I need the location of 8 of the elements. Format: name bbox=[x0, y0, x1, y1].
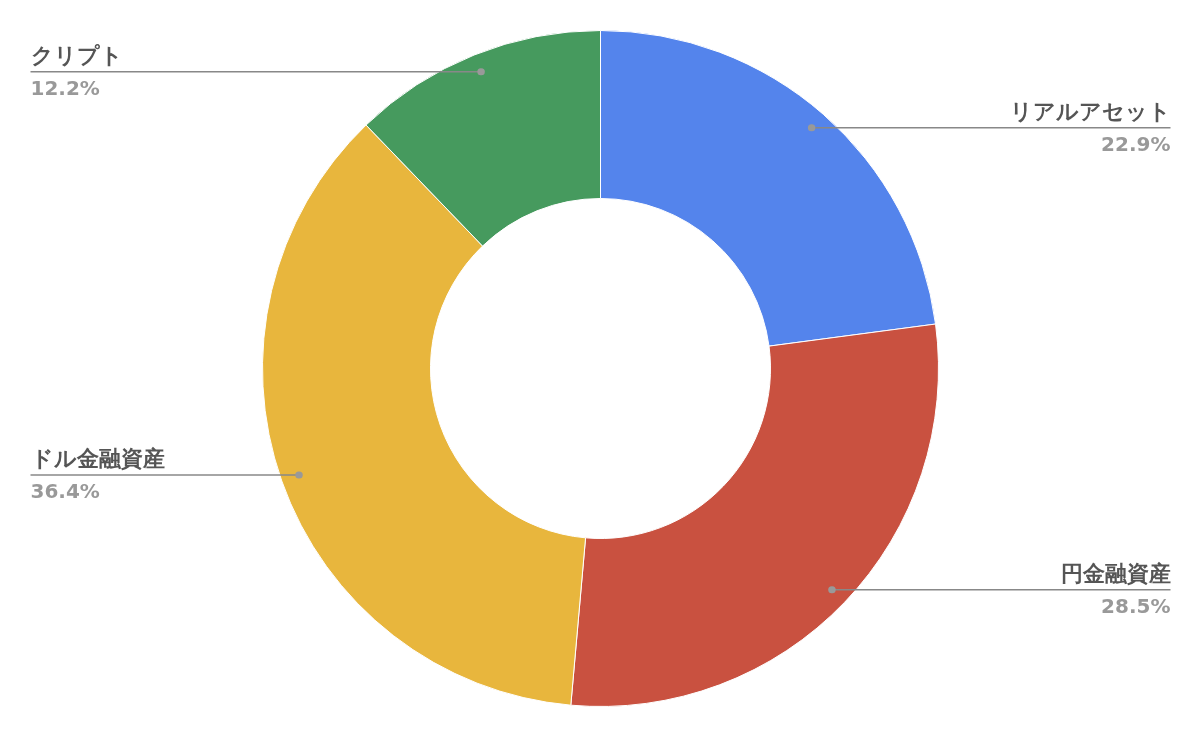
data-label: 22.9% bbox=[1101, 131, 1171, 156]
slice-label: クリプト bbox=[30, 42, 123, 68]
slice-label: ドル金融資産 bbox=[30, 446, 165, 471]
slice-label: リアルアセット bbox=[1009, 98, 1171, 124]
data-label: 28.5% bbox=[1101, 593, 1171, 618]
data-label: 36.4% bbox=[30, 479, 100, 503]
slice-label: 円金融資産 bbox=[1060, 560, 1171, 586]
data-label: 12.2% bbox=[30, 75, 100, 100]
